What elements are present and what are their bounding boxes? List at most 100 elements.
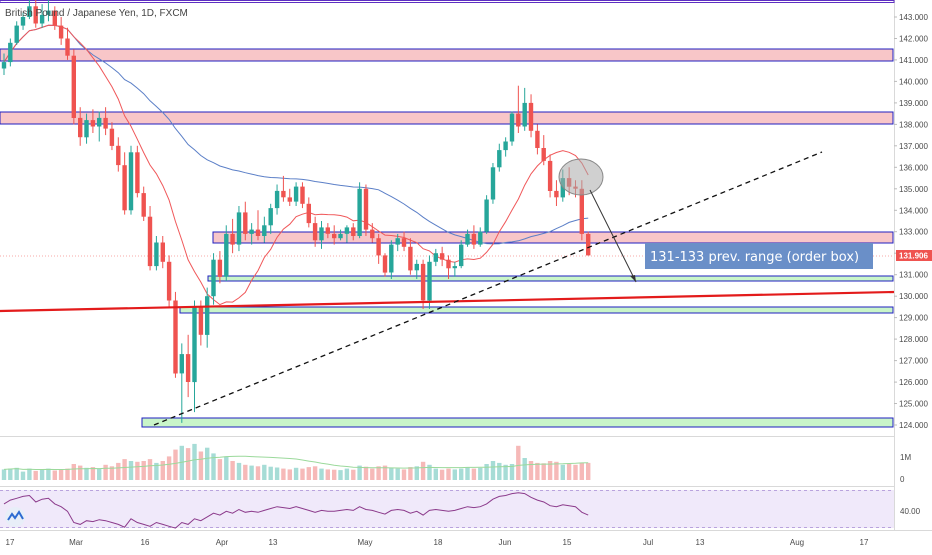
volume-bar xyxy=(382,465,388,480)
candle xyxy=(351,223,356,241)
volume-bar xyxy=(103,464,108,480)
candle xyxy=(84,113,89,144)
volume-bar xyxy=(509,464,515,480)
candle xyxy=(274,184,280,215)
candle xyxy=(249,223,254,245)
volume-bar xyxy=(573,464,578,480)
zone-141[interactable] xyxy=(0,48,894,62)
volume-bar xyxy=(230,461,235,480)
zone-124[interactable] xyxy=(141,417,894,428)
time-axis-label: 17 xyxy=(6,538,15,547)
candle xyxy=(490,163,496,204)
volume-bar xyxy=(78,465,83,480)
volume-bar xyxy=(46,468,51,480)
time-axis-label: Jul xyxy=(643,538,653,547)
time-axis-label: Jun xyxy=(499,538,512,547)
candle xyxy=(135,145,140,198)
red-trend-line[interactable] xyxy=(0,290,895,313)
volume-bar xyxy=(503,464,508,480)
time-axis-label: Mar xyxy=(69,538,83,547)
volume-bar xyxy=(427,464,432,480)
time-axis-label: 13 xyxy=(696,538,705,547)
price-axis-label: 129.000 xyxy=(899,314,928,323)
candle xyxy=(389,240,394,279)
projection-arrow[interactable] xyxy=(589,189,637,283)
price-pane[interactable] xyxy=(0,0,894,436)
volume-bar xyxy=(471,468,477,480)
volume-bar xyxy=(484,464,489,480)
volume-bar xyxy=(198,451,204,480)
volume-bar xyxy=(97,468,102,480)
volume-bar xyxy=(1,469,7,480)
candle xyxy=(332,225,337,245)
price-axis-label: 138.000 xyxy=(899,120,928,129)
last-price-tag xyxy=(896,250,932,261)
volume-bar xyxy=(376,466,381,480)
volume-bar xyxy=(516,445,521,480)
highlight-circle[interactable] xyxy=(558,158,604,196)
volume-bar xyxy=(116,462,121,480)
candle xyxy=(497,143,502,172)
volume-bar xyxy=(224,456,229,480)
candle xyxy=(33,0,38,28)
volume-bar xyxy=(439,469,445,480)
volume-bar xyxy=(71,464,76,480)
rsi-line xyxy=(3,492,589,529)
volume-bar xyxy=(522,458,527,480)
dashed-trend-line[interactable] xyxy=(153,151,823,426)
candle xyxy=(97,111,102,142)
symbol-title: British Pound / Japanese Yen, 1D, FXCM xyxy=(5,8,188,19)
price-axis-label: 126.000 xyxy=(899,378,928,387)
volume-bar xyxy=(84,467,89,480)
candle xyxy=(554,180,559,206)
time-axis-label: Apr xyxy=(216,538,229,547)
candle xyxy=(300,182,305,209)
volume-bar xyxy=(20,471,26,480)
candle xyxy=(357,182,362,239)
time-axis[interactable]: 17 Mar 16 Apr 13 May 18 Jun 15 Jul 13 Aug 17 xyxy=(6,538,869,547)
price-axis-label: 139.000 xyxy=(899,99,928,108)
price-axis-label: 135.000 xyxy=(899,185,928,194)
zone-top-line[interactable] xyxy=(0,0,895,3)
candle xyxy=(471,225,477,249)
annotation-box[interactable] xyxy=(645,243,873,269)
candle xyxy=(52,6,57,30)
candle xyxy=(217,251,223,284)
volume-bar xyxy=(338,470,343,480)
volume-bar xyxy=(281,468,286,480)
volume-bar xyxy=(154,462,159,480)
drawing-zones xyxy=(0,0,895,428)
zone-132-133[interactable] xyxy=(212,231,894,244)
price-axis[interactable]: 143.000 142.000 141.000 140.000 139.000 138.0… xyxy=(894,13,928,430)
volume-bar xyxy=(363,466,369,480)
volume-bar xyxy=(166,456,172,480)
volume-bar xyxy=(306,467,311,480)
time-axis-label: 17 xyxy=(860,538,869,547)
volume-bar xyxy=(579,462,584,480)
candle xyxy=(433,248,438,267)
price-axis-label: 128.000 xyxy=(899,335,928,344)
zone-129[interactable] xyxy=(179,306,894,314)
candle xyxy=(122,152,127,215)
candle xyxy=(414,259,419,279)
candle xyxy=(20,12,26,30)
candle xyxy=(522,87,527,131)
candle xyxy=(478,227,483,247)
volume-bar xyxy=(420,461,426,480)
volume-bar xyxy=(332,469,337,480)
zone-131[interactable] xyxy=(207,275,894,282)
volume-bar xyxy=(459,468,464,480)
price-axis-label: 127.000 xyxy=(899,357,928,366)
candle xyxy=(224,225,229,282)
volume-bar xyxy=(560,464,565,480)
price-axis-label: 134.000 xyxy=(899,206,928,215)
volume-bar xyxy=(8,468,13,480)
zone-138[interactable] xyxy=(0,111,894,125)
volume-bar xyxy=(325,469,330,480)
volume-bar xyxy=(446,468,451,480)
candle xyxy=(230,218,235,254)
candle xyxy=(46,0,51,22)
volume-bars xyxy=(1,443,591,480)
